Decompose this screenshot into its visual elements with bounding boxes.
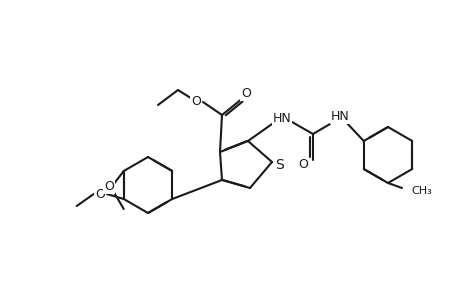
Text: S: S [275, 158, 284, 172]
Text: O: O [241, 86, 251, 100]
Text: CH₃: CH₃ [410, 186, 431, 196]
Text: HN: HN [330, 110, 349, 122]
Text: HN: HN [272, 112, 291, 125]
Text: O: O [297, 158, 307, 172]
Text: O: O [95, 188, 105, 200]
Text: O: O [190, 94, 201, 107]
Text: O: O [104, 179, 113, 193]
